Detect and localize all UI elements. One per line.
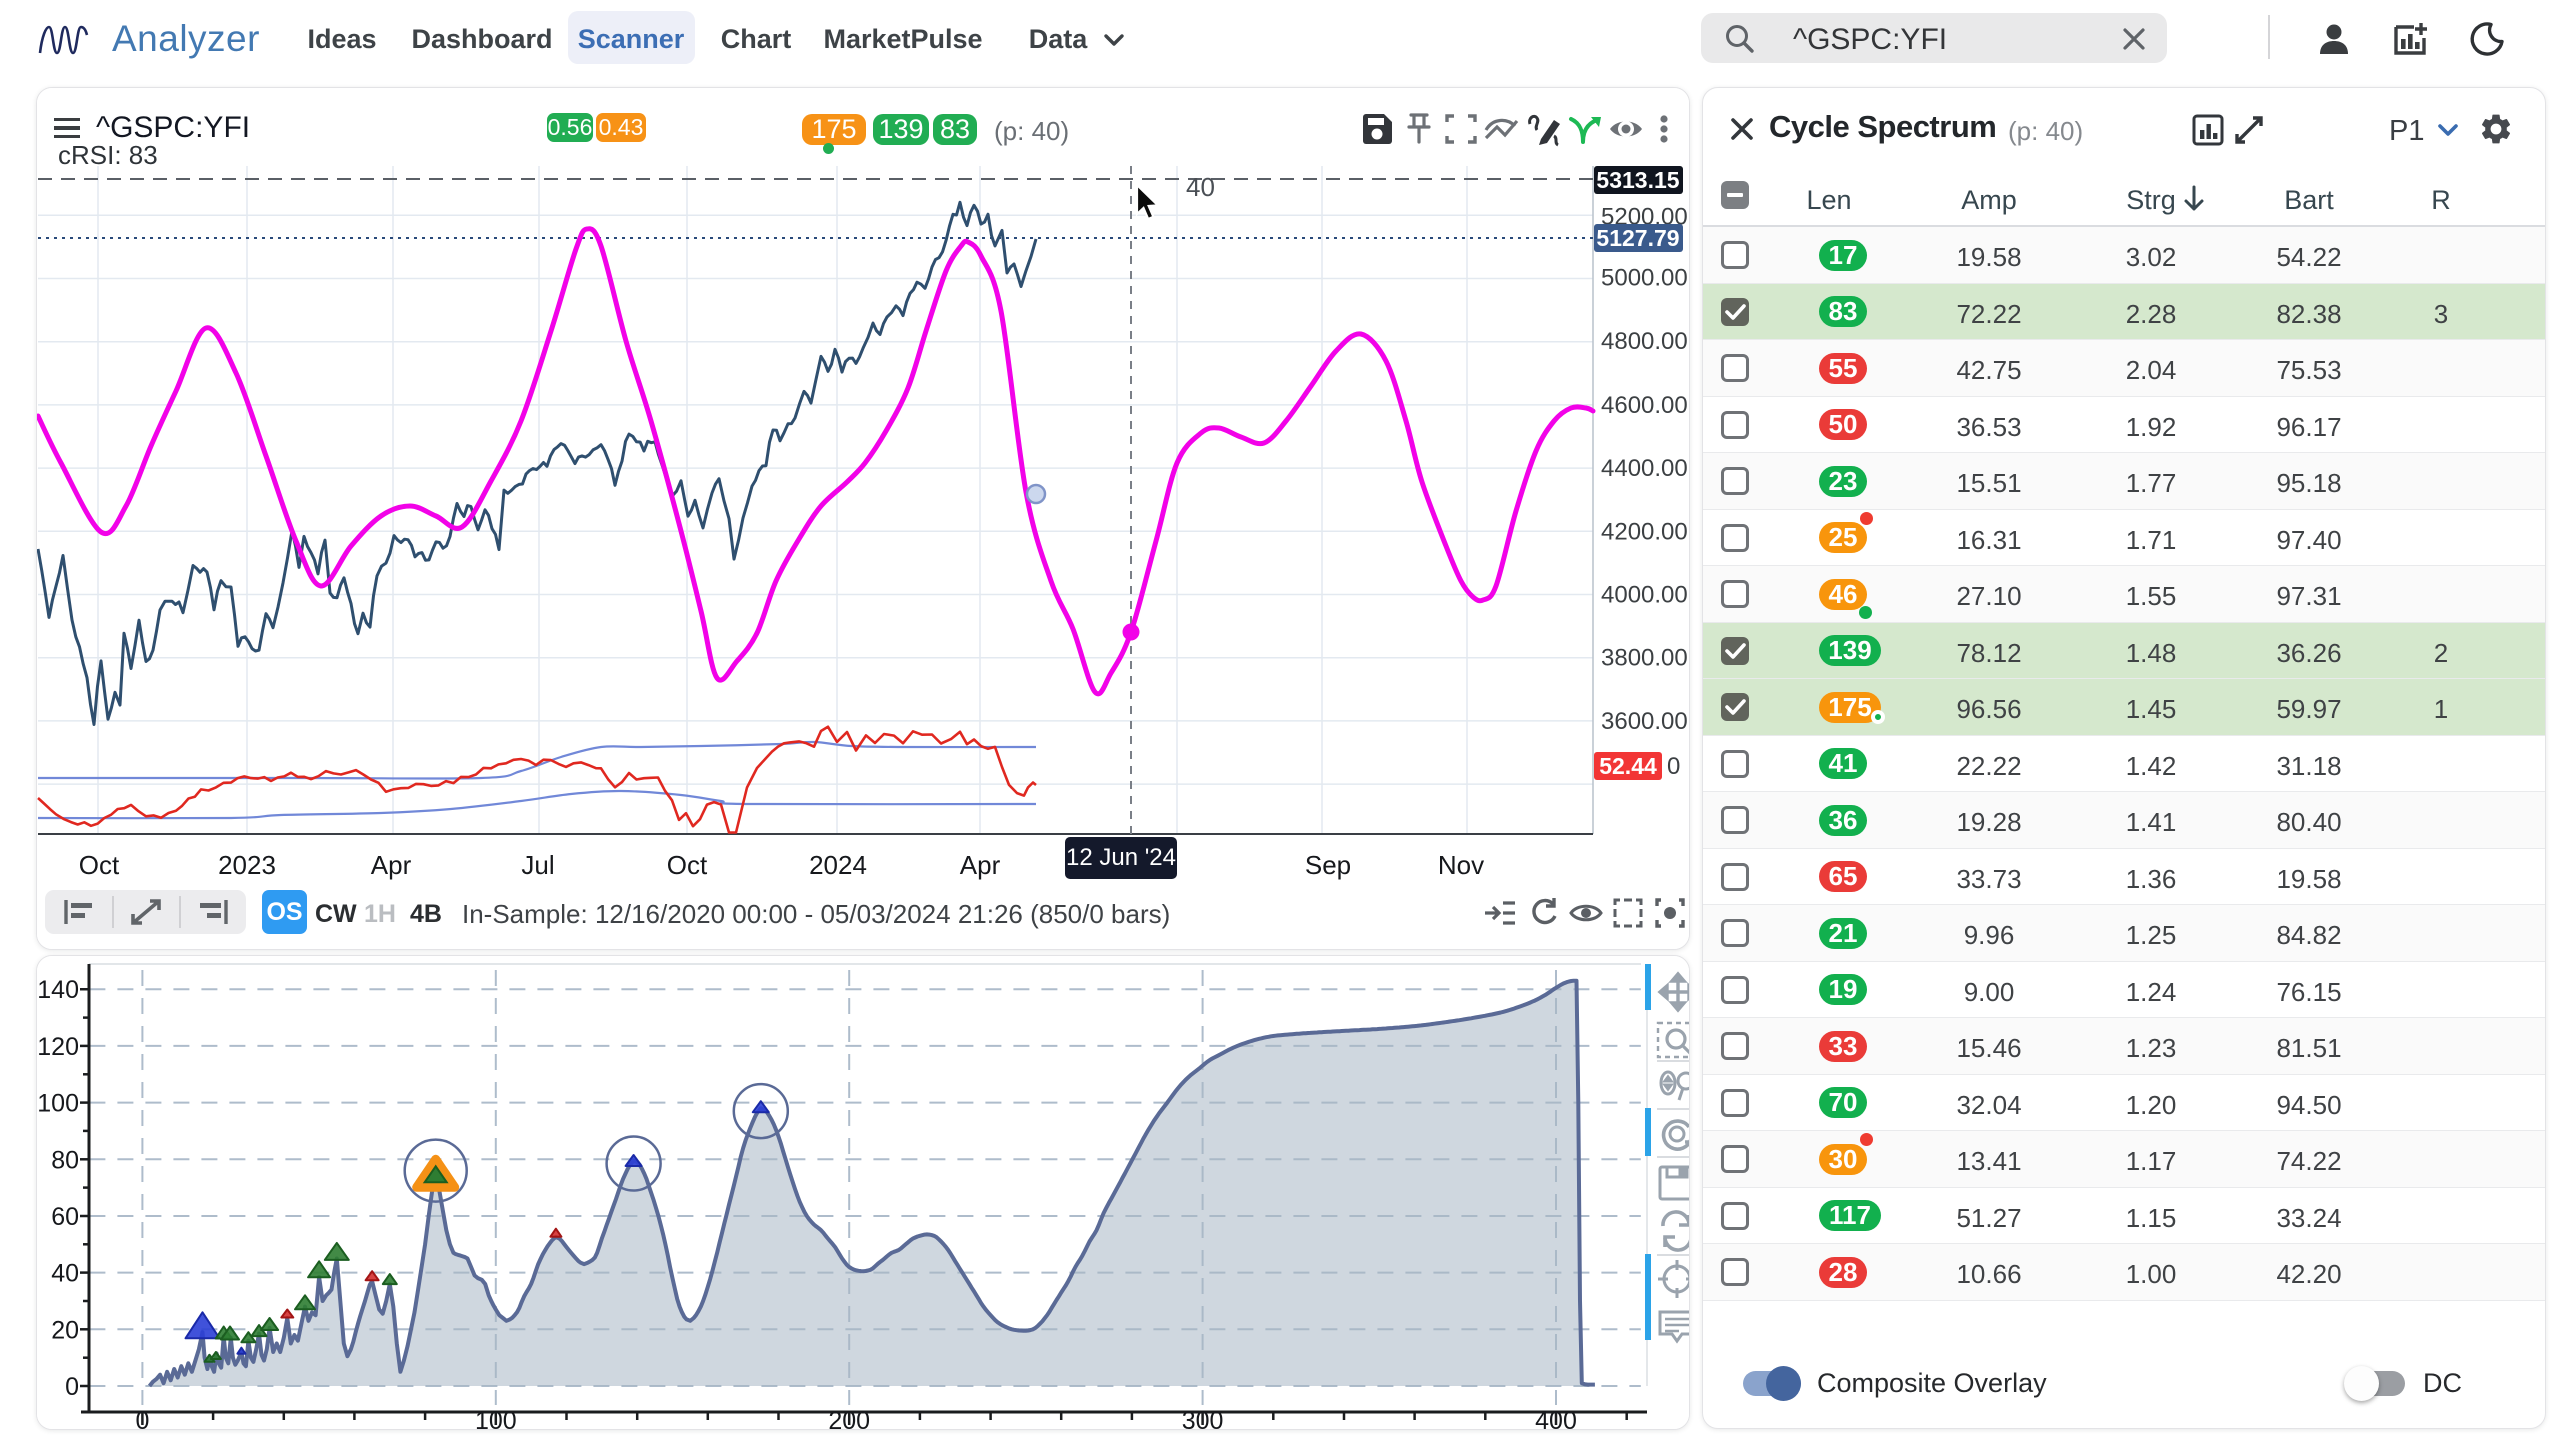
svg-text:Apr: Apr — [960, 850, 1001, 880]
svg-text:52.44: 52.44 — [1599, 753, 1657, 779]
svg-text:80: 80 — [51, 1146, 79, 1174]
svg-text:5000.00: 5000.00 — [1601, 265, 1688, 292]
svg-text:120: 120 — [37, 1033, 79, 1061]
svg-text:Oct: Oct — [667, 850, 708, 880]
svg-text:Sep: Sep — [1305, 850, 1351, 880]
svg-text:Nov: Nov — [1438, 850, 1484, 880]
svg-text:4000.00: 4000.00 — [1601, 582, 1688, 609]
svg-text:4200.00: 4200.00 — [1601, 518, 1688, 545]
svg-text:20: 20 — [51, 1316, 79, 1344]
svg-text:0: 0 — [1667, 753, 1680, 780]
svg-text:0: 0 — [65, 1373, 79, 1401]
svg-text:140: 140 — [37, 976, 79, 1004]
svg-text:200: 200 — [828, 1407, 870, 1430]
svg-text:2023: 2023 — [218, 850, 276, 880]
svg-text:3600.00: 3600.00 — [1601, 708, 1688, 735]
svg-text:4400.00: 4400.00 — [1601, 455, 1688, 482]
svg-text:0: 0 — [135, 1407, 149, 1430]
svg-text:Oct: Oct — [79, 850, 120, 880]
svg-text:40: 40 — [51, 1260, 79, 1288]
svg-text:100: 100 — [475, 1407, 517, 1430]
svg-text:60: 60 — [51, 1203, 79, 1231]
svg-text:Apr: Apr — [371, 850, 412, 880]
svg-text:100: 100 — [37, 1090, 79, 1118]
svg-text:12 Jun '24: 12 Jun '24 — [1066, 844, 1176, 871]
svg-text:4600.00: 4600.00 — [1601, 392, 1688, 419]
svg-text:3800.00: 3800.00 — [1601, 645, 1688, 672]
svg-text:400: 400 — [1535, 1407, 1577, 1430]
svg-text:2024: 2024 — [809, 850, 867, 880]
svg-text:5127.79: 5127.79 — [1596, 225, 1679, 251]
svg-text:5313.15: 5313.15 — [1596, 167, 1679, 193]
svg-text:300: 300 — [1182, 1407, 1224, 1430]
svg-text:Jul: Jul — [521, 850, 554, 880]
svg-text:4800.00: 4800.00 — [1601, 328, 1688, 355]
svg-text:40: 40 — [1186, 172, 1215, 202]
